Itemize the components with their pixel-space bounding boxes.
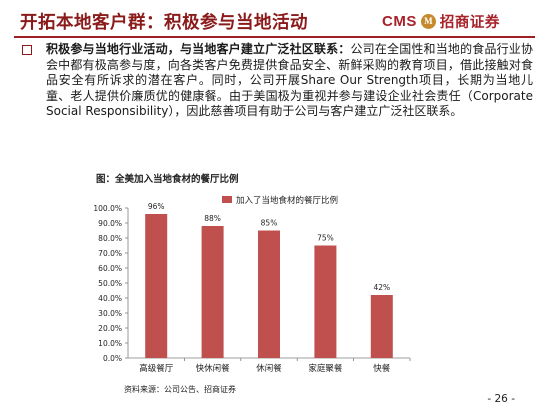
bar-value-label: 85% <box>261 219 278 228</box>
legend-swatch <box>222 196 232 203</box>
bar-value-label: 42% <box>373 283 390 292</box>
logo-company-name: 招商证券 <box>439 14 500 31</box>
figure-title: 图：全美加入当地食材的餐厅比例 <box>96 174 239 185</box>
y-tick-label: 90.0% <box>98 219 122 228</box>
x-tick-label: 高级餐厅 <box>139 363 174 374</box>
page-title: 开拓本地客户群：积极参与当地活动 <box>20 13 308 33</box>
bar <box>258 230 280 358</box>
x-tick-label: 休闲餐 <box>256 363 282 374</box>
body-text: 公司在全国性和当地的食品行业协会中都有极高参与度，向各类客户免费提供食品安全、新… <box>46 42 533 118</box>
bar-value-label: 88% <box>204 214 221 223</box>
legend-label: 加入了当地食材的餐厅比例 <box>236 195 338 206</box>
body-paragraph: 积极参与当地行业活动，与当地客户建立广泛社区联系：公司在全国性和当地的食品行业协… <box>46 42 533 120</box>
body-lead: 积极参与当地行业活动，与当地客户建立广泛社区联系： <box>46 42 351 56</box>
bar-value-label: 96% <box>148 202 165 211</box>
x-tick-label: 快餐 <box>373 363 391 374</box>
title-divider <box>14 36 535 38</box>
y-tick-label: 20.0% <box>98 324 122 333</box>
bar <box>314 245 337 358</box>
y-tick-label: 60.0% <box>98 264 122 273</box>
logo-mark-icon: M <box>420 13 436 29</box>
bar <box>201 226 224 358</box>
chart-legend: 加入了当地食材的餐厅比例 <box>222 195 338 206</box>
bar <box>145 214 168 358</box>
logo-cms-text: CMS <box>382 12 417 30</box>
y-tick-label: 70.0% <box>98 249 122 258</box>
company-logo: CMS M 招商证券 <box>382 10 500 32</box>
y-tick-label: 10.0% <box>98 339 122 348</box>
data-source: 资料来源：公司公告、招商证券 <box>124 385 236 394</box>
bar <box>370 295 393 358</box>
y-tick-label: 0.0% <box>103 354 122 363</box>
y-tick-label: 30.0% <box>98 309 122 318</box>
y-tick-label: 100.0% <box>93 204 122 213</box>
page-number: - 26 - <box>487 393 515 405</box>
bar-value-label: 75% <box>317 234 334 243</box>
y-tick-label: 50.0% <box>98 279 122 288</box>
y-tick-label: 40.0% <box>98 294 122 303</box>
x-tick-label: 家庭聚餐 <box>308 363 343 374</box>
bullet-square-icon <box>22 45 32 55</box>
y-tick-label: 80.0% <box>98 234 122 243</box>
x-tick-label: 快休闲餐 <box>196 363 231 374</box>
